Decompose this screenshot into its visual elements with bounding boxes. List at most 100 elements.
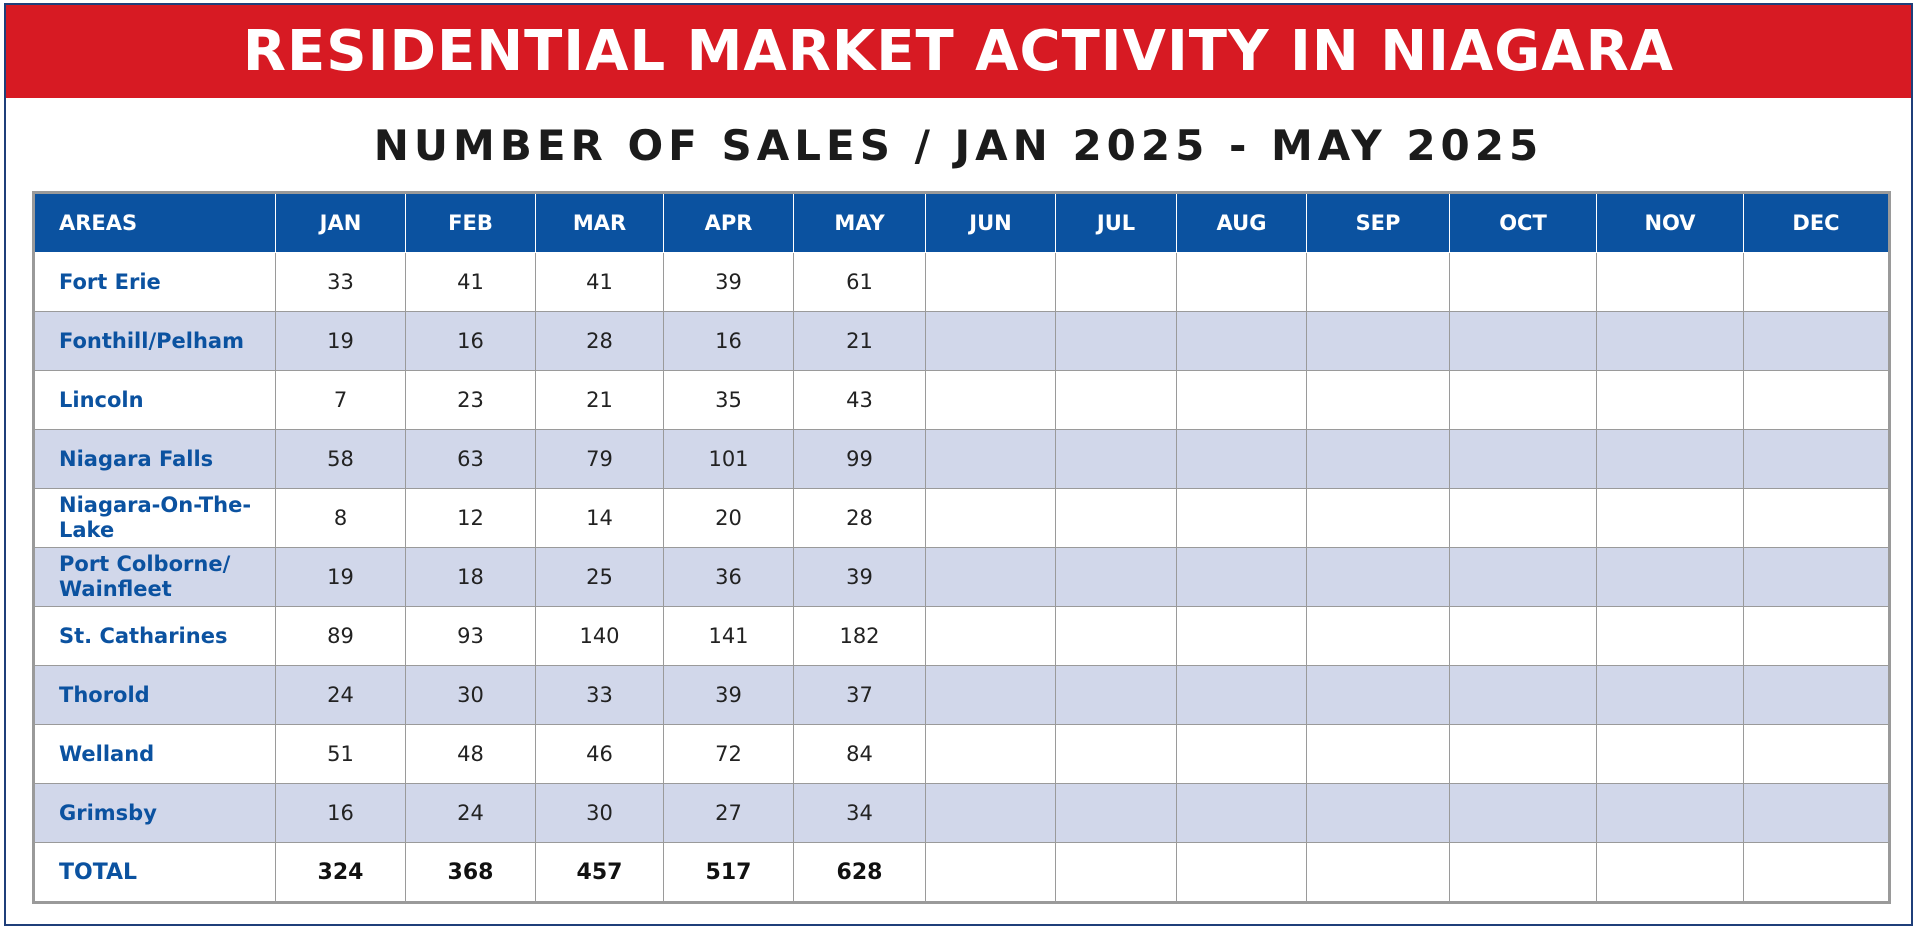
sales-cell-sep xyxy=(1306,252,1450,312)
sales-cell-mar: 457 xyxy=(535,842,664,903)
sales-cell-sep xyxy=(1306,783,1450,843)
column-header-oct: OCT xyxy=(1449,192,1597,253)
sales-cell-dec xyxy=(1743,311,1890,371)
sales-cell-apr: 36 xyxy=(663,547,794,607)
sales-cell-feb: 63 xyxy=(405,429,536,489)
sales-cell-dec xyxy=(1743,370,1890,430)
sales-cell-feb: 93 xyxy=(405,606,536,666)
sales-cell-oct xyxy=(1449,842,1597,903)
sales-cell-feb: 18 xyxy=(405,547,536,607)
sales-cell-dec xyxy=(1743,783,1890,843)
sales-cell-may: 84 xyxy=(793,724,926,784)
area-name: Fort Erie xyxy=(33,252,276,312)
sales-cell-nov xyxy=(1596,665,1744,725)
sales-cell-feb: 41 xyxy=(405,252,536,312)
sales-cell-apr: 72 xyxy=(663,724,794,784)
sales-cell-sep xyxy=(1306,311,1450,371)
total-label: TOTAL xyxy=(33,842,276,903)
sales-cell-jan: 89 xyxy=(275,606,406,666)
sales-cell-jan: 8 xyxy=(275,488,406,548)
sales-cell-jan: 324 xyxy=(275,842,406,903)
sales-cell-jun xyxy=(925,665,1056,725)
column-header-apr: APR xyxy=(663,192,794,253)
sales-cell-apr: 517 xyxy=(663,842,794,903)
table-body: Fort Erie 33 41 41 39 61 Fonthill/Pelham 19 16 28… xyxy=(33,252,1890,903)
sales-cell-dec xyxy=(1743,606,1890,666)
sales-cell-nov xyxy=(1596,370,1744,430)
sales-cell-jun xyxy=(925,606,1056,666)
sales-cell-dec xyxy=(1743,547,1890,607)
sales-cell-jun xyxy=(925,724,1056,784)
total-row: TOTAL 324 368 457 517 628 xyxy=(33,842,1890,903)
sales-cell-may: 182 xyxy=(793,606,926,666)
table-row: Niagara-On-The-Lake 8 12 14 20 28 xyxy=(33,488,1890,548)
table-row: Grimsby 16 24 30 27 34 xyxy=(33,783,1890,843)
sales-cell-jun xyxy=(925,547,1056,607)
sales-cell-jul xyxy=(1055,842,1177,903)
column-header-jan: JAN xyxy=(275,192,406,253)
sales-cell-apr: 35 xyxy=(663,370,794,430)
sales-cell-feb: 24 xyxy=(405,783,536,843)
sales-cell-jul xyxy=(1055,665,1177,725)
sales-cell-aug xyxy=(1176,606,1307,666)
sales-cell-may: 21 xyxy=(793,311,926,371)
column-header-mar: MAR xyxy=(535,192,664,253)
sales-cell-nov xyxy=(1596,547,1744,607)
table-row: Lincoln 7 23 21 35 43 xyxy=(33,370,1890,430)
sales-cell-jun xyxy=(925,311,1056,371)
sales-cell-jul xyxy=(1055,606,1177,666)
sales-cell-jun xyxy=(925,429,1056,489)
table-row: Fonthill/Pelham 19 16 28 16 21 xyxy=(33,311,1890,371)
area-name: Fonthill/Pelham xyxy=(33,311,276,371)
sales-cell-jan: 24 xyxy=(275,665,406,725)
sales-cell-aug xyxy=(1176,252,1307,312)
sales-cell-apr: 20 xyxy=(663,488,794,548)
sales-cell-aug xyxy=(1176,842,1307,903)
sales-cell-may: 28 xyxy=(793,488,926,548)
area-name: Niagara-On-The-Lake xyxy=(33,488,276,548)
sales-cell-aug xyxy=(1176,311,1307,371)
sales-cell-jul xyxy=(1055,252,1177,312)
sales-cell-dec xyxy=(1743,429,1890,489)
sales-cell-aug xyxy=(1176,724,1307,784)
sales-cell-jan: 16 xyxy=(275,783,406,843)
sales-cell-feb: 48 xyxy=(405,724,536,784)
area-name: Lincoln xyxy=(33,370,276,430)
sales-cell-sep xyxy=(1306,429,1450,489)
column-header-jul: JUL xyxy=(1055,192,1177,253)
sales-cell-jan: 51 xyxy=(275,724,406,784)
sales-cell-sep xyxy=(1306,488,1450,548)
table-header-row: AREAS JAN FEB MAR APR MAY JUN JUL AUG SE… xyxy=(33,192,1890,253)
sales-cell-dec xyxy=(1743,724,1890,784)
sales-cell-jul xyxy=(1055,311,1177,371)
sales-cell-may: 99 xyxy=(793,429,926,489)
sales-cell-jan: 33 xyxy=(275,252,406,312)
sales-cell-mar: 46 xyxy=(535,724,664,784)
sales-cell-nov xyxy=(1596,842,1744,903)
column-header-areas: AREAS xyxy=(33,192,276,253)
sales-cell-oct xyxy=(1449,665,1597,725)
sales-cell-jun xyxy=(925,252,1056,312)
sales-cell-feb: 368 xyxy=(405,842,536,903)
sales-cell-jan: 19 xyxy=(275,547,406,607)
area-name: St. Catharines xyxy=(33,606,276,666)
sales-cell-nov xyxy=(1596,488,1744,548)
sales-cell-sep xyxy=(1306,547,1450,607)
sales-cell-jun xyxy=(925,488,1056,548)
column-header-jun: JUN xyxy=(925,192,1056,253)
sales-cell-apr: 141 xyxy=(663,606,794,666)
column-header-dec: DEC xyxy=(1743,192,1890,253)
sales-cell-apr: 16 xyxy=(663,311,794,371)
sales-cell-dec xyxy=(1743,665,1890,725)
sales-cell-nov xyxy=(1596,783,1744,843)
sales-cell-jul xyxy=(1055,724,1177,784)
sales-cell-nov xyxy=(1596,311,1744,371)
table-row: Fort Erie 33 41 41 39 61 xyxy=(33,252,1890,312)
sales-cell-sep xyxy=(1306,665,1450,725)
column-header-sep: SEP xyxy=(1306,192,1450,253)
sales-cell-mar: 14 xyxy=(535,488,664,548)
sales-cell-oct xyxy=(1449,783,1597,843)
sales-cell-oct xyxy=(1449,370,1597,430)
table-row: Welland 51 48 46 72 84 xyxy=(33,724,1890,784)
sales-cell-jun xyxy=(925,783,1056,843)
